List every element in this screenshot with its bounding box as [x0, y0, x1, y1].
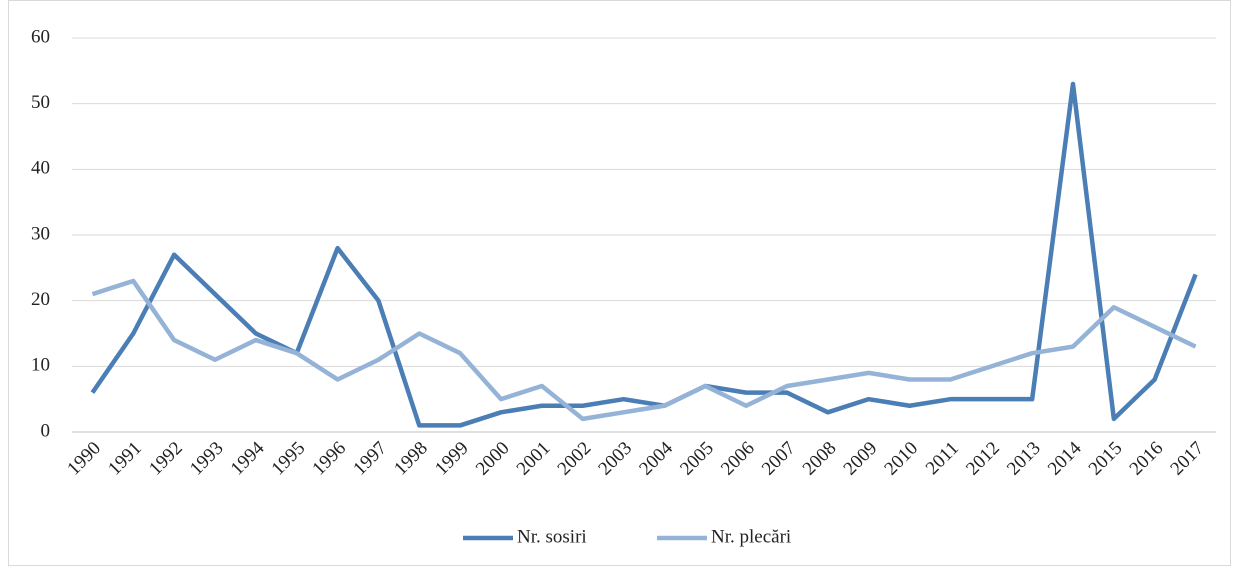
- x-tick-label: 2003: [594, 438, 636, 480]
- x-tick-label: 2010: [880, 438, 922, 480]
- x-tick-label: 1997: [349, 438, 391, 480]
- x-tick-label: 2000: [472, 438, 514, 480]
- x-tick-label: 2014: [1044, 437, 1086, 479]
- x-tick-label: 1990: [63, 438, 105, 480]
- x-tick-label: 1993: [186, 438, 228, 480]
- x-tick-label: 2013: [1003, 438, 1045, 480]
- y-tick-label: 20: [31, 289, 50, 310]
- x-tick-label: 2004: [635, 437, 677, 479]
- series-line: [90, 81, 1198, 428]
- x-tick-label: 2015: [1085, 438, 1127, 480]
- x-tick-label: 2005: [676, 438, 718, 480]
- x-tick-label: 1996: [308, 438, 350, 480]
- x-tick-label: 1998: [390, 438, 432, 480]
- x-tick-label: 2001: [513, 438, 555, 480]
- legend-label: Nr. plecări: [711, 526, 791, 547]
- y-tick-label: 10: [31, 355, 50, 376]
- x-tick-label: 2016: [1126, 438, 1168, 480]
- y-tick-label: 60: [31, 26, 50, 47]
- x-tick-label: 1992: [145, 438, 187, 480]
- x-tick-label: 2008: [799, 438, 841, 480]
- x-tick-label: 2017: [1166, 438, 1208, 480]
- y-tick-label: 0: [41, 420, 51, 441]
- x-tick-label: 2009: [840, 438, 882, 480]
- series-line: [91, 278, 1197, 422]
- y-tick-label: 30: [31, 223, 50, 244]
- x-tick-label: 1994: [227, 437, 269, 479]
- y-tick-label: 40: [31, 158, 50, 179]
- x-tick-label: 2011: [922, 438, 963, 479]
- x-tick-label: 1999: [431, 438, 473, 480]
- x-tick-label: 2007: [758, 438, 800, 480]
- legend-label: Nr. sosiri: [517, 526, 587, 547]
- x-tick-label: 1995: [268, 438, 310, 480]
- x-tick-label: 1991: [104, 438, 146, 480]
- x-tick-label: 2006: [717, 438, 759, 480]
- y-tick-label: 50: [31, 92, 50, 113]
- x-tick-label: 2002: [554, 438, 596, 480]
- x-tick-label: 2012: [962, 438, 1004, 480]
